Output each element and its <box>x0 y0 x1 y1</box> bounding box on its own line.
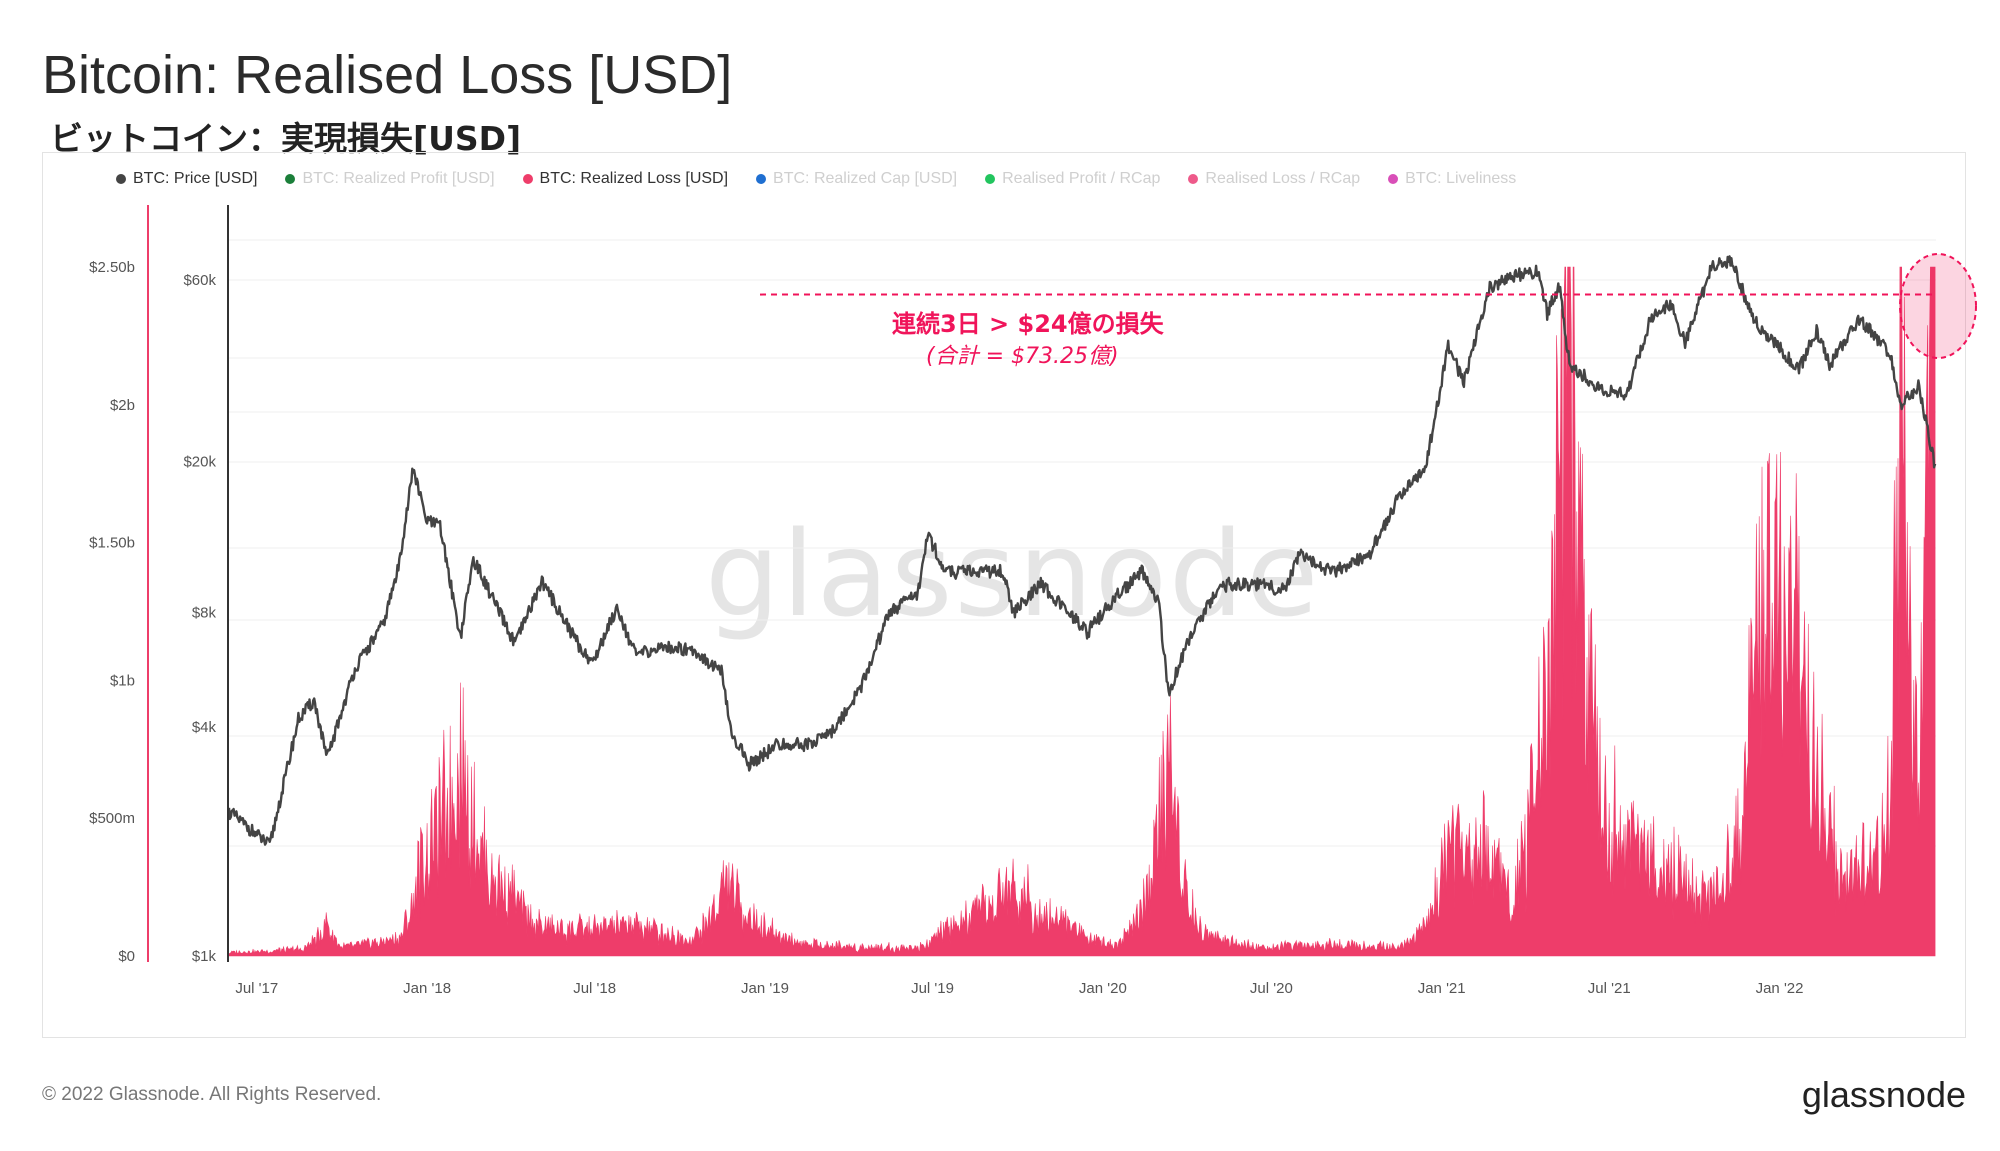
left-axis-tick-label: $0 <box>118 948 135 965</box>
legend-label: BTC: Realized Loss [USD] <box>539 170 729 187</box>
x-axis-tick-label: Jul '17 <box>235 980 278 997</box>
legend-label: BTC: Liveliness <box>1405 170 1517 187</box>
price-axis-tick-label: $8k <box>192 605 217 622</box>
legend-dot-icon <box>116 174 126 184</box>
x-axis-tick-label: Jul '19 <box>911 980 954 997</box>
legend-item-4[interactable]: Realised Profit / RCap <box>985 168 1160 190</box>
chart-legend: BTC: Price [USD] BTC: Realized Profit [US… <box>116 168 1544 190</box>
left-axis-tick-label: $1.50b <box>89 535 135 552</box>
legend-item-3[interactable]: BTC: Realized Cap [USD] <box>756 168 957 190</box>
legend-dot-icon <box>985 174 996 184</box>
x-axis-tick-label: Jul '18 <box>573 980 616 997</box>
legend-label: Realised Loss / RCap <box>1205 170 1361 187</box>
legend-item-2[interactable]: BTC: Realized Loss [USD] <box>522 168 729 190</box>
legend-label: BTC: Realized Cap [USD] <box>773 170 958 187</box>
chart-title: Bitcoin: Realised Loss [USD] <box>42 45 733 105</box>
price-axis-tick-label: $1k <box>192 948 217 965</box>
footer-copyright: © 2022 Glassnode. All Rights Reserved. <box>42 1084 382 1105</box>
x-axis-tick-label: Jan '21 <box>1418 980 1466 997</box>
x-axis-tick-label: Jan '22 <box>1756 980 1804 997</box>
annotation-layer <box>760 253 1977 359</box>
chart-subtitle: ビットコイン：実現損失[USD] <box>50 119 522 158</box>
left-axis-tick-label: $500m <box>89 810 135 827</box>
grid-lines <box>229 239 1936 847</box>
price-line <box>227 255 1937 846</box>
legend-dot-icon <box>756 174 767 184</box>
left-axis-tick-label: $2b <box>110 397 135 414</box>
legend-dot-icon <box>522 174 533 184</box>
price-axis-tick-label: $4k <box>192 719 217 736</box>
left-axis-tick-label: $2.50b <box>89 259 135 276</box>
left-axis-tick-label: $1b <box>110 672 135 689</box>
price-axis-tick-label: $60k <box>183 272 216 289</box>
legend-item-5[interactable]: Realised Loss / RCap <box>1188 168 1360 190</box>
legend-dot-icon <box>1188 174 1199 184</box>
legend-item-6[interactable]: BTC: Liveliness <box>1388 168 1516 190</box>
legend-dot-icon <box>285 174 296 184</box>
price-axis-tick-label: $20k <box>183 453 216 470</box>
highlight-ellipse <box>1899 253 1977 359</box>
legend-label: BTC: Price [USD] <box>133 170 258 187</box>
legend-item-0[interactable]: BTC: Price [USD] <box>116 168 257 190</box>
legend-label: BTC: Realized Profit [USD] <box>302 170 495 187</box>
legend-dot-icon <box>1388 174 1399 184</box>
price-series <box>227 255 1937 846</box>
chart-frame <box>42 152 1966 1038</box>
annotation-sub-text: (合計 = $73.25億) <box>926 344 1119 369</box>
axes: $2.50b $2b $1.50b $1b $500m $0 $60k $20k $8k $4k $… <box>89 205 1804 997</box>
x-axis-tick-label: Jan '19 <box>741 980 789 997</box>
realized-loss-area <box>228 266 1936 957</box>
x-axis-tick-label: Jul '20 <box>1250 980 1293 997</box>
x-axis-tick-label: Jan '18 <box>403 980 451 997</box>
annotation-main-text: 連続3日 > $24億の損失 <box>892 310 1164 338</box>
realized-loss-series <box>228 266 1936 957</box>
x-axis-tick-label: Jul '21 <box>1588 980 1631 997</box>
x-axis-tick-label: Jan '20 <box>1079 980 1127 997</box>
legend-label: Realised Profit / RCap <box>1002 170 1161 187</box>
legend-item-1[interactable]: BTC: Realized Profit [USD] <box>285 168 495 190</box>
footer-logo: glassnode <box>1801 1074 1966 1115</box>
